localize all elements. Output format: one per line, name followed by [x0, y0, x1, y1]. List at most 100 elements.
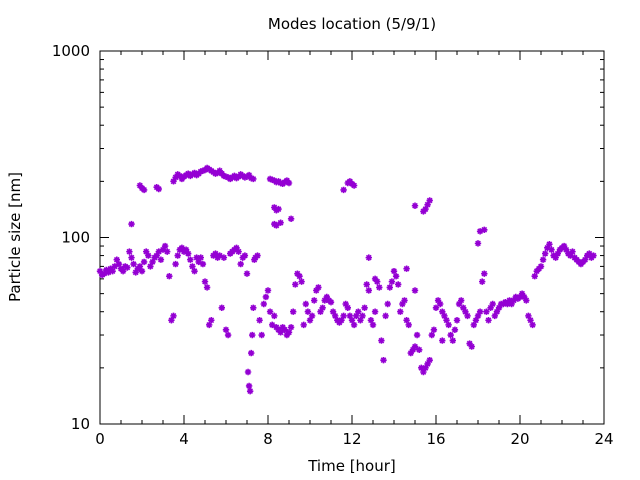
data-point: [292, 281, 299, 288]
data-point: [128, 220, 135, 228]
data-point: [281, 326, 288, 333]
data-point: [516, 293, 524, 301]
data-point: [426, 356, 433, 364]
data-point: [216, 167, 223, 174]
data-point: [220, 254, 228, 261]
data-point: [340, 312, 347, 320]
data-point: [275, 205, 282, 213]
data-point: [191, 267, 198, 275]
data-point: [344, 304, 351, 311]
data-point: [248, 349, 255, 357]
data-point: [109, 267, 116, 275]
data-point: [237, 260, 244, 268]
y-tick-label: 100: [61, 229, 90, 247]
data-point: [491, 312, 498, 320]
data-point: [416, 346, 423, 353]
data-point: [185, 250, 192, 257]
data-point: [233, 244, 240, 252]
data-point: [510, 297, 517, 304]
data-point: [476, 308, 484, 315]
data-point: [560, 242, 568, 250]
data-point: [285, 179, 293, 187]
data-point: [218, 304, 225, 311]
data-point: [195, 258, 202, 266]
data-point: [481, 226, 488, 233]
data-point: [132, 269, 139, 276]
data-point: [422, 364, 429, 372]
data-point: [283, 331, 291, 339]
data-point: [172, 260, 179, 268]
data-point: [159, 246, 167, 253]
data-point: [434, 297, 442, 304]
data-point: [439, 308, 446, 315]
data-point: [378, 337, 385, 344]
data-point: [101, 270, 108, 277]
tick-labels: 0 4 8 12 16 20 24 10 100 1000: [52, 42, 614, 448]
data-point: [470, 321, 477, 329]
data-point: [542, 250, 549, 257]
data-point: [161, 242, 169, 250]
data-point: [166, 273, 173, 280]
data-point: [401, 297, 408, 304]
data-point: [472, 317, 480, 324]
data-point: [275, 326, 282, 333]
data-point: [203, 284, 211, 291]
data-point: [298, 278, 305, 285]
data-point: [172, 174, 179, 181]
data-point: [212, 250, 219, 257]
data-point: [287, 324, 295, 331]
data-point: [338, 317, 345, 324]
data-point: [357, 317, 364, 324]
data-point: [244, 368, 252, 376]
x-tick-label: 12: [342, 430, 361, 448]
data-point: [374, 278, 381, 285]
data-point: [441, 312, 448, 320]
data-point: [246, 387, 254, 395]
data-point: [105, 269, 112, 276]
data-point: [290, 308, 297, 315]
data-point: [531, 273, 538, 280]
data-point: [405, 321, 412, 329]
data-point: [315, 284, 322, 291]
data-point: [308, 312, 316, 320]
data-point: [153, 252, 160, 259]
data-point: [147, 263, 154, 270]
data-point: [111, 263, 118, 270]
x-tick-label: 8: [263, 430, 273, 448]
data-point: [422, 205, 429, 213]
data-point: [241, 252, 249, 259]
data-point: [468, 343, 475, 350]
data-point: [495, 304, 503, 311]
data-point: [277, 219, 284, 226]
data-point: [119, 267, 127, 275]
data-point: [124, 264, 131, 271]
data-point: [189, 263, 196, 270]
data-point: [445, 321, 452, 329]
data-point: [399, 300, 406, 308]
data-point: [537, 263, 545, 270]
data-point: [304, 308, 312, 315]
data-point: [395, 281, 402, 288]
data-point: [518, 290, 526, 297]
data-point: [506, 297, 513, 304]
data-point: [250, 304, 257, 311]
data-point: [420, 368, 427, 376]
data-point: [371, 275, 379, 283]
data-point: [447, 331, 454, 339]
data-point: [245, 171, 253, 179]
data-point: [397, 308, 404, 315]
data-point: [371, 308, 379, 315]
data-point: [451, 326, 459, 333]
y-tick-label: 1000: [52, 42, 90, 60]
data-point: [569, 248, 576, 255]
data-point: [367, 317, 375, 324]
data-point: [201, 278, 209, 285]
data-point: [590, 252, 597, 259]
data-point: [157, 256, 165, 263]
data-point: [277, 179, 284, 187]
x-tick-label: 20: [510, 430, 529, 448]
data-point: [464, 312, 471, 320]
data-point: [380, 356, 387, 364]
data-point: [443, 317, 450, 324]
data-point: [245, 382, 253, 390]
